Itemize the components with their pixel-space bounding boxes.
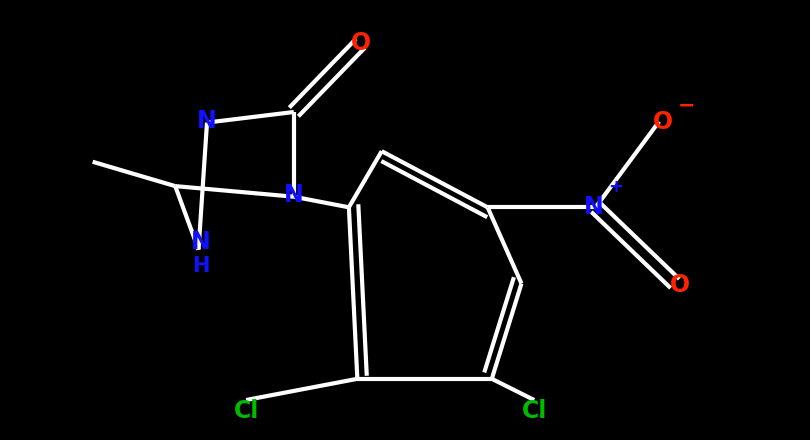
Text: O: O: [351, 31, 371, 55]
Text: N: N: [284, 183, 304, 207]
Text: N: N: [584, 195, 603, 219]
Text: N: N: [190, 231, 211, 254]
Text: Cl: Cl: [233, 399, 259, 423]
Text: O: O: [653, 110, 673, 133]
Text: Cl: Cl: [522, 399, 547, 423]
Text: H: H: [192, 256, 209, 276]
Text: +: +: [608, 179, 623, 197]
Text: O: O: [669, 273, 689, 297]
Text: −: −: [677, 95, 695, 115]
Text: N: N: [197, 109, 217, 133]
